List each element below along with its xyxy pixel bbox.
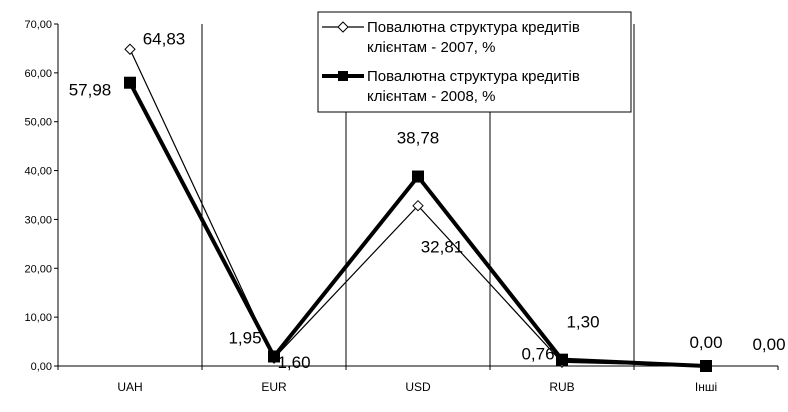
series-layer xyxy=(124,43,712,372)
series-line-2008 xyxy=(128,81,707,368)
data-label-2007: 0,00 xyxy=(752,335,785,354)
data-label-2007: 64,83 xyxy=(143,29,186,48)
legend-label-2007-line1: Повалютна структура кредитів xyxy=(367,19,580,36)
legend-label-2008-line2: клієнтам - 2008, % xyxy=(367,88,495,105)
x-tick-label: EUR xyxy=(261,380,287,394)
point-marker-2008 xyxy=(124,76,136,89)
legend-marker-2007 xyxy=(337,21,349,33)
y-tick-label: 10,00 xyxy=(24,312,52,324)
data-label-2008: 38,78 xyxy=(397,129,440,148)
y-tick-label: 40,00 xyxy=(24,166,52,178)
point-marker-2007 xyxy=(412,199,424,212)
axes-layer: 0,00 10,00 20,00 30,00 40,00 50,00 60,00 70,00 U… xyxy=(24,19,779,394)
data-label-2007: 32,81 xyxy=(421,238,464,257)
legend-box xyxy=(317,11,632,113)
point-marker-2007 xyxy=(124,43,136,55)
data-label-2008: 0,00 xyxy=(689,333,722,352)
y-tick-label: 70,00 xyxy=(24,19,52,31)
data-label-2008: 57,98 xyxy=(69,81,112,100)
x-tick-label: UAH xyxy=(117,380,142,394)
point-marker-2008 xyxy=(268,350,280,363)
data-label-2007: 1,60 xyxy=(277,353,310,372)
legend: Повалютна структура кредитів клієнтам - … xyxy=(317,11,632,113)
x-tick-label: RUB xyxy=(549,380,574,394)
y-tick-label: 0,00 xyxy=(31,361,52,373)
legend-label-2008-line1: Повалютна структура кредитів xyxy=(367,68,580,85)
legend-marker-2008 xyxy=(338,71,348,81)
point-marker-2008 xyxy=(556,353,568,366)
y-tick-label: 50,00 xyxy=(24,117,52,129)
y-tick-label: 20,00 xyxy=(24,263,52,275)
legend-label-2007-line2: клієнтам - 2007, % xyxy=(367,39,495,56)
point-marker-2008 xyxy=(700,360,712,372)
label-layer: 64,83 1,60 32,81 0,76 0,00 57,98 1,95 38,78 1,30… xyxy=(69,29,786,372)
data-label-2008: 1,95 xyxy=(228,328,261,347)
data-label-2007: 0,76 xyxy=(521,344,554,363)
x-tick-label: Інші xyxy=(695,380,717,394)
point-marker-2008 xyxy=(412,170,424,183)
y-tick-label: 30,00 xyxy=(24,214,52,226)
x-tick-label: USD xyxy=(405,380,431,394)
y-tick-label: 60,00 xyxy=(24,68,52,80)
data-label-2008: 1,30 xyxy=(566,313,599,332)
